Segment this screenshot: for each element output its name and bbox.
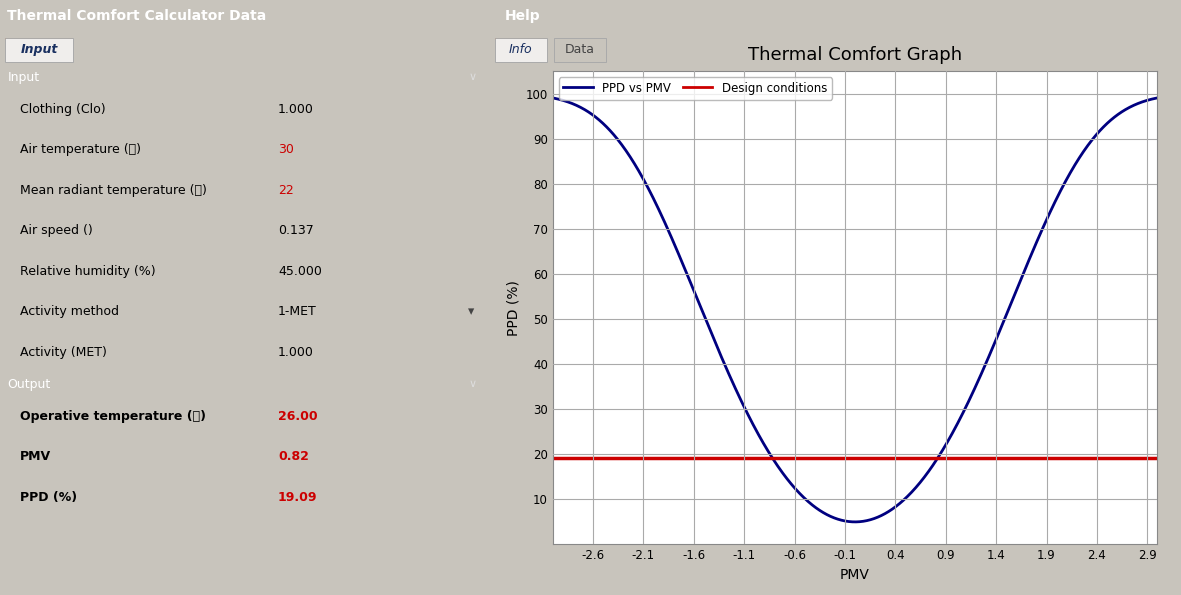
PPD vs PMV [1018,267,1032,274]
PPD vs PMV [813,506,827,513]
Text: Output: Output [7,378,51,391]
Text: 26.00: 26.00 [278,410,318,423]
Text: ▾: ▾ [468,305,474,318]
Design conditions [848,455,862,462]
Text: PPD (%): PPD (%) [20,491,77,504]
PPD vs PMV [607,132,621,139]
Text: Clothing (Clo): Clothing (Clo) [20,103,105,116]
Y-axis label: PPD (%): PPD (%) [505,280,520,336]
Text: Mean radiant temperature (數): Mean radiant temperature (數) [20,184,207,197]
PPD vs PMV [1150,95,1164,102]
PPD vs PMV [848,518,862,525]
Text: 22: 22 [278,184,294,197]
Text: Input: Input [20,43,58,57]
Bar [554,37,606,62]
Text: Info: Info [509,43,533,57]
Text: 19.09: 19.09 [278,491,318,504]
Line: PPD vs PMV: PPD vs PMV [553,98,1157,522]
Bar [495,37,547,40]
PPD vs PMV [961,398,976,405]
Text: 1.000: 1.000 [278,346,314,359]
Text: PMV: PMV [20,450,51,464]
Text: Help: Help [505,10,541,23]
Title: Thermal Comfort Graph: Thermal Comfort Graph [748,46,963,64]
Text: Input: Input [7,71,39,84]
Text: Data: Data [565,43,594,57]
PPD vs PMV [546,95,560,102]
Text: Thermal Comfort Calculator Data: Thermal Comfort Calculator Data [7,10,267,23]
Bar [5,37,73,62]
X-axis label: PMV: PMV [840,568,870,582]
Text: 1-MET: 1-MET [278,305,317,318]
Legend: PPD vs PMV, Design conditions: PPD vs PMV, Design conditions [559,77,833,100]
Text: Relative humidity (%): Relative humidity (%) [20,265,155,278]
PPD vs PMV [1029,240,1043,248]
PPD vs PMV [790,487,804,494]
Text: 0.137: 0.137 [278,224,314,237]
Text: 30: 30 [278,143,294,156]
Text: 45.000: 45.000 [278,265,322,278]
Text: ∨: ∨ [469,380,477,389]
Text: 1.000: 1.000 [278,103,314,116]
Text: Air temperature (數): Air temperature (數) [20,143,141,156]
Text: Activity (MET): Activity (MET) [20,346,106,359]
Text: Activity method: Activity method [20,305,118,318]
Text: Air speed (): Air speed () [20,224,92,237]
Design conditions [948,455,963,462]
Bar [5,37,73,40]
Bar [495,37,547,62]
Text: 0.82: 0.82 [278,450,309,464]
Text: ∨: ∨ [469,73,477,82]
Text: Operative temperature (數): Operative temperature (數) [20,410,205,423]
